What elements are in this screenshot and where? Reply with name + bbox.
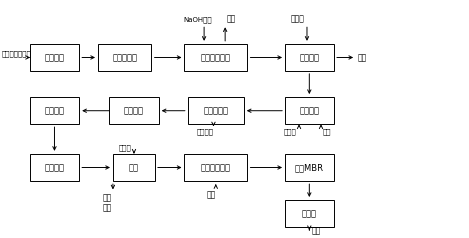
Text: 混凝: 混凝 (129, 163, 139, 172)
Text: NaOH溶液: NaOH溶液 (183, 17, 212, 23)
Bar (30, 97, 79, 124)
Bar (285, 44, 334, 71)
Bar (113, 154, 155, 181)
Text: 重力除油: 重力除油 (45, 53, 64, 62)
Bar (30, 44, 79, 71)
Text: 萃取剂: 萃取剂 (291, 14, 304, 23)
Text: 好氧处理: 好氧处理 (45, 163, 64, 172)
Bar (285, 97, 334, 124)
Text: 臭氧: 臭氧 (206, 190, 216, 199)
Bar (184, 44, 247, 71)
Bar (30, 154, 79, 181)
Bar (184, 154, 247, 181)
Text: 中低温干馏废水: 中低温干馏废水 (2, 51, 32, 57)
Bar (188, 97, 244, 124)
Text: 臭氧催化氧化: 臭氧催化氧化 (201, 163, 231, 172)
Bar (98, 44, 151, 71)
Text: 厌氧处理: 厌氧处理 (124, 106, 144, 115)
Text: 粗酚: 粗酚 (357, 54, 367, 63)
Text: 汽提脱酸脱氨: 汽提脱酸脱氨 (201, 53, 231, 62)
Text: 电化学氧化: 电化学氧化 (203, 106, 228, 115)
Text: 好氧MBR: 好氧MBR (295, 163, 324, 172)
Text: 回用: 回用 (312, 226, 321, 235)
Text: 投凝剂: 投凝剂 (119, 144, 131, 151)
Text: 絮凝剂: 絮凝剂 (284, 128, 297, 135)
Text: 污泥: 污泥 (103, 193, 112, 202)
Text: 絮凝气浮: 絮凝气浮 (299, 106, 319, 115)
Text: 陶瓷膜过滤: 陶瓷膜过滤 (112, 53, 137, 62)
Text: 反渗透: 反渗透 (302, 209, 317, 218)
Text: 处理: 处理 (103, 203, 112, 212)
Bar (285, 154, 334, 181)
Text: 氨水: 氨水 (227, 15, 236, 24)
Text: 缺氧处理: 缺氧处理 (45, 106, 64, 115)
Text: 臭氧尾气: 臭氧尾气 (197, 128, 214, 135)
Text: 氢气: 氢气 (322, 128, 331, 135)
Bar (109, 97, 159, 124)
Bar (285, 200, 334, 227)
Text: 萃取脱酚: 萃取脱酚 (299, 53, 319, 62)
